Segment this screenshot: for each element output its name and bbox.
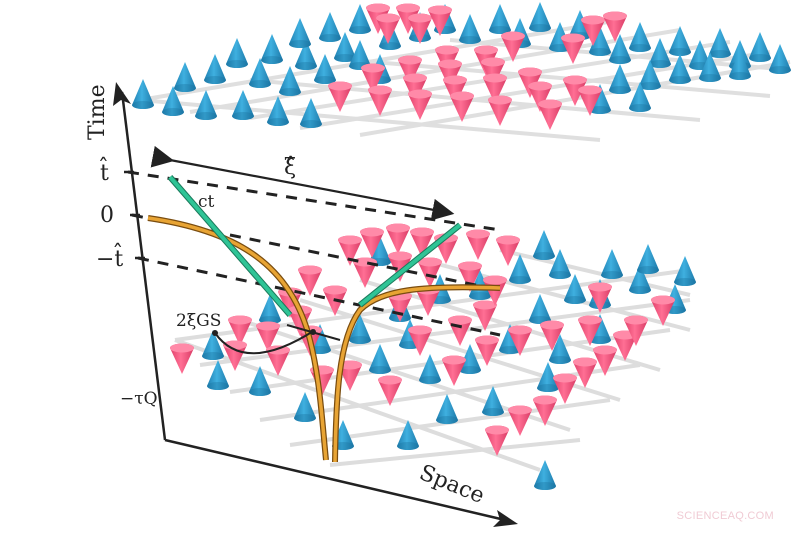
kink-trajectories: [147, 215, 501, 463]
two-xi-gs-annotation: [212, 324, 341, 355]
axes: [113, 82, 518, 527]
time-axis-label: Time: [85, 84, 110, 140]
xi-hat-arrow: [150, 145, 455, 221]
bottom-lattice: [170, 223, 696, 490]
time-axis: [120, 91, 167, 441]
dashed-line-neg-t-hat: [137, 256, 501, 337]
tick-label-neg-tau-q: −τQ: [120, 389, 158, 409]
dashed-line-t-hat: [127, 170, 501, 232]
watermark: SCIENCEAQ.COM: [676, 510, 774, 522]
two-xi-gs-label: 2ξGS: [176, 311, 221, 331]
tick-label-neg-t-hat: −t̂: [96, 243, 123, 272]
ct-label: ct: [198, 192, 215, 212]
top-lattice: [132, 2, 791, 142]
space-axis-arrowhead: [493, 510, 518, 527]
tick-label-t-hat: t̂: [100, 157, 109, 186]
time-axis-arrowhead: [113, 82, 131, 106]
xi-hat-label: ξ̂: [284, 155, 296, 180]
space-axis: [164, 438, 506, 522]
tick-label-zero: 0: [100, 203, 114, 228]
